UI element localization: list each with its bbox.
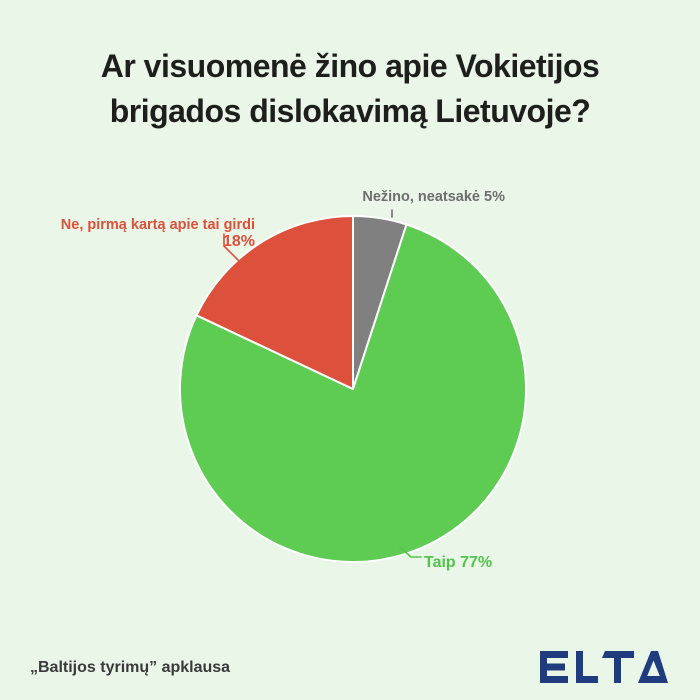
leader-line-taip xyxy=(399,546,422,558)
elta-letter-l xyxy=(576,651,598,683)
pie-slice-ne xyxy=(195,215,354,390)
label-ne-text: Ne, pirmą kartą apie tai girdi xyxy=(60,217,255,233)
source-note: „Baltijos tyrimų” apklausa xyxy=(30,659,231,676)
pie-slice-taip xyxy=(179,223,528,564)
chart-title-line2: brigados dislokavimą Lietuvoje? xyxy=(109,93,591,129)
chart-title-line1: Ar visuomenė žino apie Vokietijos xyxy=(100,48,600,84)
elta-letter-e xyxy=(540,651,568,683)
label-ne: Ne, pirmą kartą apie tai girdi 18% xyxy=(61,217,255,250)
leader-line-ne xyxy=(223,233,240,262)
label-nezino: Nežino, neatsakė 5% xyxy=(362,189,505,205)
label-ne-pct: 18% xyxy=(222,233,255,250)
elta-logo-letters xyxy=(540,651,668,683)
elta-logo: ELTA xyxy=(540,651,668,683)
label-taip: Taip 77% xyxy=(424,554,493,571)
chart-title: Ar visuomenė žino apie Vokietijos brigad… xyxy=(0,44,700,134)
elta-letter-a xyxy=(638,651,668,683)
elta-letter-t xyxy=(602,651,634,683)
